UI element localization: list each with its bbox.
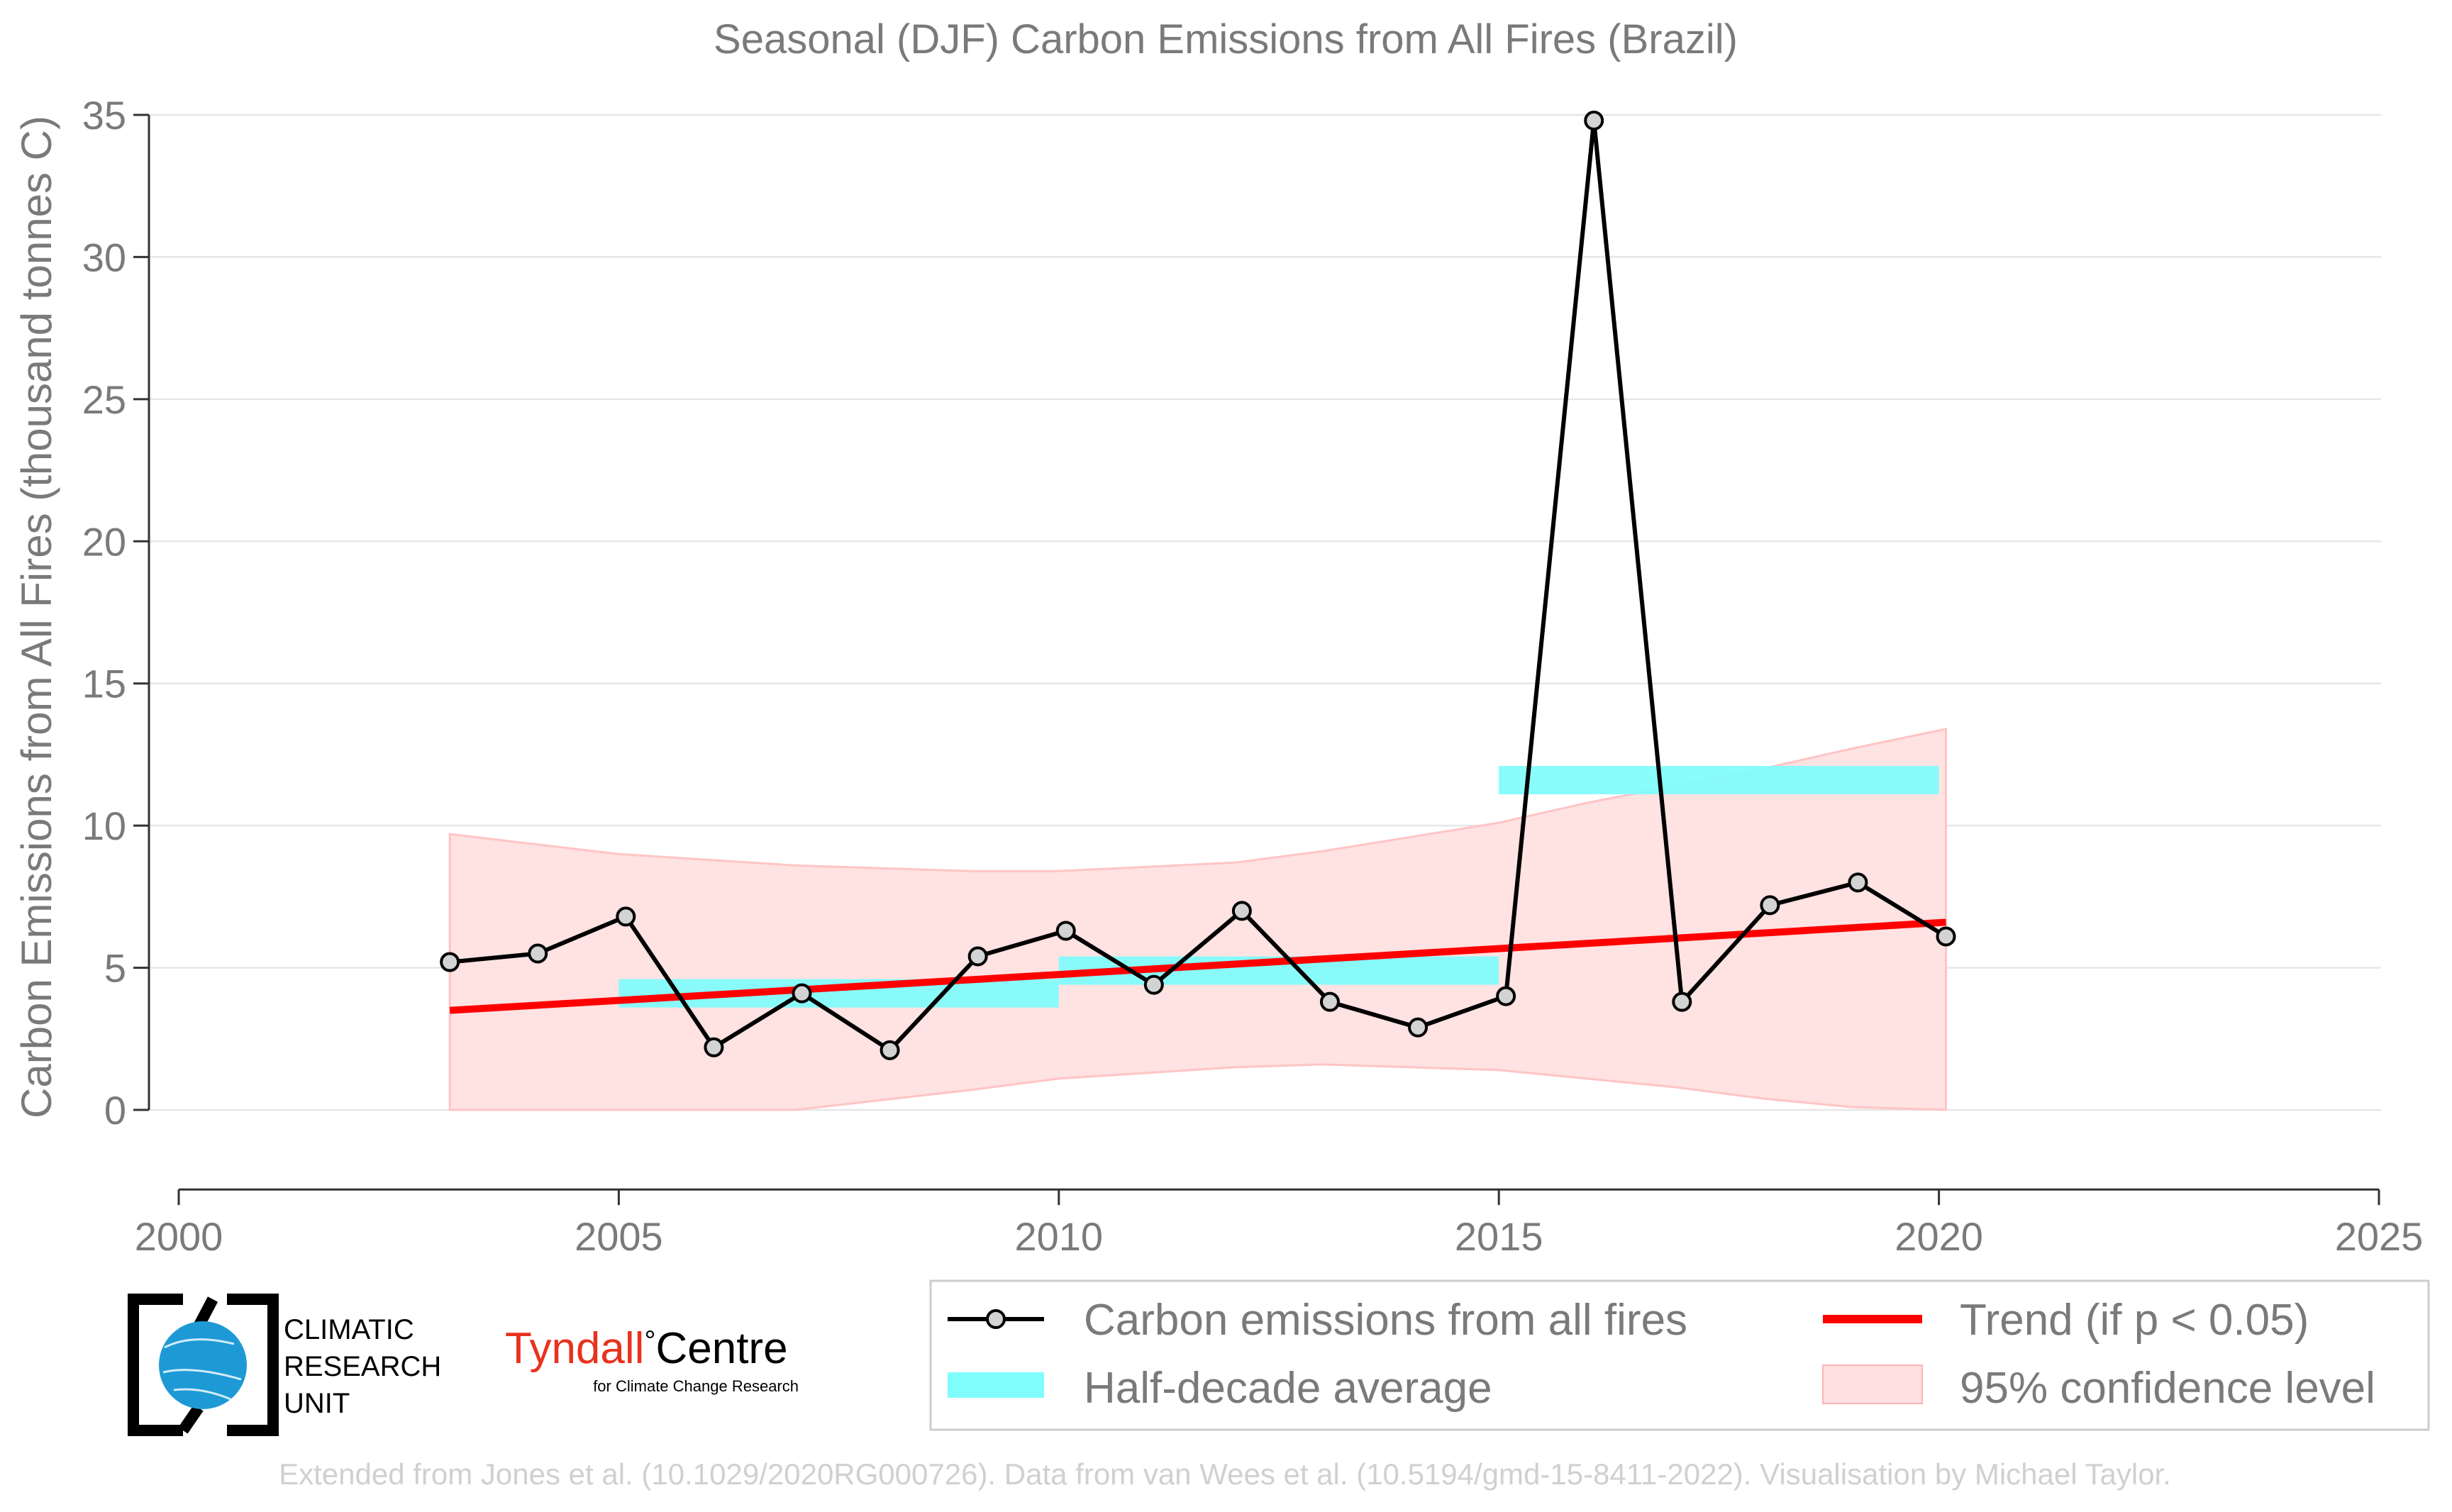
legend-frame — [929, 1279, 2430, 1431]
emissions-point — [616, 906, 636, 927]
trend-line — [449, 918, 1946, 1014]
chart-title: Seasonal (DJF) Carbon Emissions from All… — [714, 16, 1738, 62]
y-axis-label: Carbon Emissions from All Fires (thousan… — [13, 116, 60, 1118]
cru-line1: CLIMATIC — [284, 1314, 414, 1345]
y-tick-label: 5 — [104, 946, 126, 991]
legend-label-trend: Trend (if p < 0.05) — [1960, 1296, 2309, 1345]
y-tick-label: 20 — [82, 519, 126, 564]
x-tick-label: 2015 — [1455, 1214, 1543, 1259]
emissions-point — [1672, 991, 1692, 1012]
y-tick-label: 25 — [82, 377, 126, 422]
legend-label-confidence: 95% confidence level — [1960, 1364, 2375, 1413]
legend: Carbon emissions from all fires Trend (i… — [929, 1279, 2430, 1431]
credit-line: Extended from Jones et al. (10.1029/2020… — [279, 1457, 2171, 1491]
y-tick-label: 10 — [82, 804, 126, 848]
tyndall-subtitle: for Climate Change Research — [593, 1377, 799, 1395]
legend-key-confidence — [1822, 1364, 1923, 1404]
x-tick-label: 2000 — [135, 1214, 223, 1259]
legend-label-half-decade: Half-decade average — [1084, 1364, 1492, 1413]
legend-key-half-decade — [948, 1372, 1044, 1398]
trend-layer — [449, 918, 1946, 1014]
svg-text:Tyndall°Centre: Tyndall°Centre — [505, 1324, 788, 1373]
x-tick-label: 2020 — [1895, 1214, 1983, 1259]
emissions-point — [1319, 991, 1340, 1012]
tyndall-word1: Tyndall — [505, 1324, 644, 1373]
cru-line2: RESEARCH — [284, 1351, 441, 1382]
emissions-point — [1496, 986, 1516, 1006]
emissions-point — [1848, 872, 1868, 893]
emissions-line — [449, 120, 1948, 1053]
emissions-point — [1231, 901, 1252, 921]
emissions-point — [704, 1037, 724, 1057]
emissions-point — [880, 1040, 900, 1060]
emissions-point — [1760, 895, 1780, 916]
x-tick-label: 2005 — [575, 1214, 663, 1259]
cru-line3: UNIT — [284, 1388, 350, 1419]
confidence-band — [448, 728, 1947, 1111]
emissions-point — [792, 983, 812, 1004]
confidence-band-layer — [448, 728, 1947, 1111]
y-tick-label: 15 — [82, 662, 126, 706]
y-tick-label: 0 — [104, 1088, 126, 1133]
y-tick-label: 30 — [82, 235, 126, 279]
cru-logo: CLIMATIC RESEARCH UNIT — [128, 1294, 441, 1436]
emissions-series-layer — [440, 111, 1956, 1060]
emissions-point — [1408, 1017, 1429, 1038]
half-decade-bar — [1499, 766, 1939, 795]
x-tick-label: 2010 — [1015, 1214, 1104, 1259]
emissions-point — [1936, 926, 1956, 947]
emissions-point — [440, 952, 460, 972]
tyndall-degree: ° — [644, 1325, 655, 1357]
emissions-point — [1143, 974, 1164, 995]
globe-icon — [159, 1321, 247, 1409]
legend-label-emissions: Carbon emissions from all fires — [1084, 1296, 1687, 1345]
emissions-point — [528, 943, 548, 964]
y-tick-label: 35 — [82, 93, 126, 138]
tyndall-word2: Centre — [655, 1324, 787, 1373]
x-tick-label: 2025 — [2335, 1214, 2424, 1259]
legend-key-emissions-marker — [986, 1309, 1006, 1329]
emissions-point — [1055, 921, 1076, 941]
emissions-point — [967, 946, 988, 967]
emissions-point — [1584, 111, 1604, 131]
tyndall-logo: Tyndall°Centre for Climate Change Resear… — [505, 1324, 799, 1395]
